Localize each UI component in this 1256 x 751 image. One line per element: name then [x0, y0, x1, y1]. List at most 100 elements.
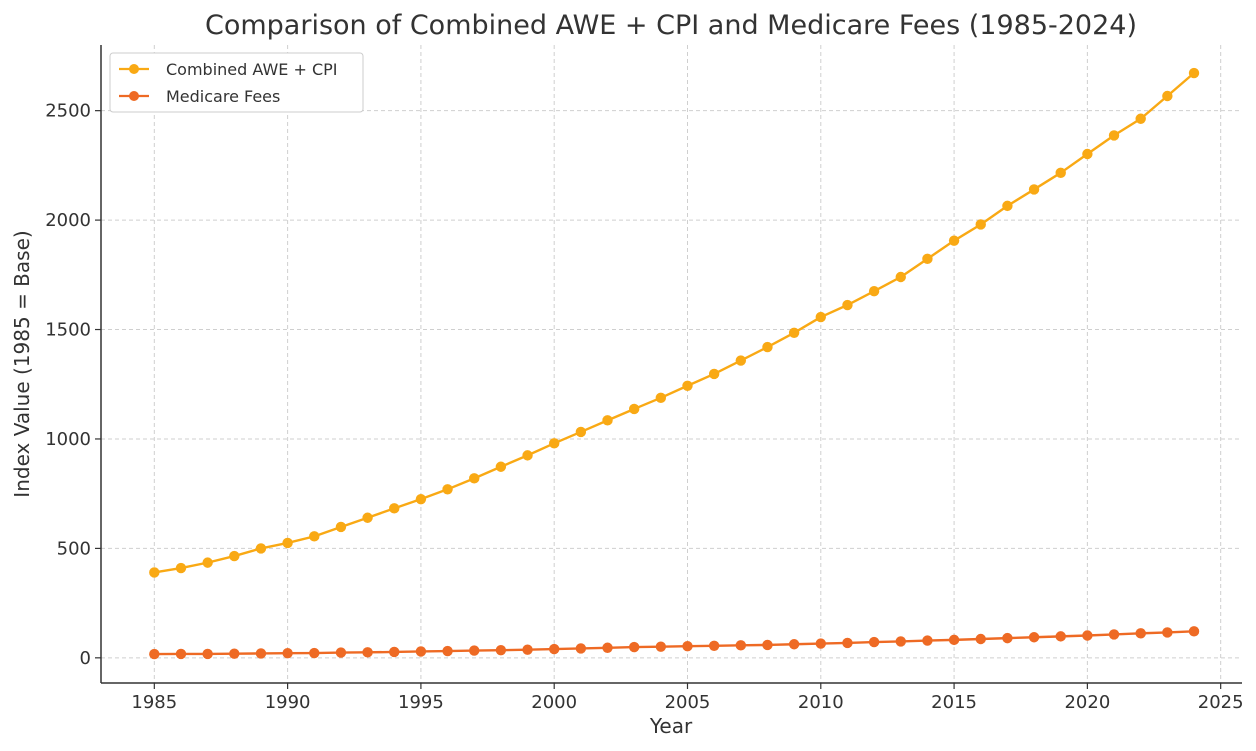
- data-point: [788, 327, 800, 339]
- data-point: [522, 450, 533, 461]
- grid-lines: [101, 45, 1242, 683]
- data-point: [895, 271, 906, 283]
- data-point: [975, 219, 986, 230]
- data-point: [682, 380, 693, 391]
- data-point: [469, 645, 480, 656]
- data-point: [229, 648, 240, 659]
- data-point: [1188, 626, 1200, 637]
- data-point: [1135, 113, 1146, 124]
- x-tick-label: 1990: [265, 692, 311, 713]
- data-point: [335, 521, 347, 533]
- data-point: [415, 493, 427, 505]
- data-point: [628, 641, 640, 653]
- data-point: [975, 633, 986, 645]
- x-tick-label: 2010: [798, 692, 844, 713]
- legend-label-combined: Combined AWE + CPI: [166, 60, 338, 79]
- y-tick-label: 0: [80, 648, 91, 669]
- data-point: [868, 636, 880, 648]
- data-point: [575, 426, 587, 438]
- data-point: [1002, 632, 1013, 644]
- data-point: [1162, 627, 1173, 638]
- data-point: [708, 368, 720, 380]
- data-point: [1055, 631, 1066, 642]
- x-tick-label: 2000: [531, 692, 577, 713]
- data-point: [922, 253, 933, 265]
- series-line-medicare-fees: [154, 630, 1195, 656]
- x-tick-label: 2020: [1064, 692, 1110, 713]
- data-point: [602, 415, 613, 426]
- data-point: [1028, 184, 1040, 195]
- data-point: [549, 643, 560, 655]
- data-point: [1108, 130, 1120, 141]
- axes: [100, 45, 1242, 684]
- data-point: [469, 473, 480, 484]
- data-point: [522, 644, 533, 655]
- x-tick-label: 2025: [1198, 692, 1244, 713]
- legend-box: [109, 52, 364, 113]
- data-point: [1188, 67, 1200, 79]
- data-point: [389, 503, 400, 514]
- x-tick-label: 2015: [931, 692, 977, 713]
- data-point: [202, 557, 213, 568]
- data-point: [1082, 630, 1093, 641]
- y-axis-label: Index Value (1985 = Base): [10, 230, 34, 497]
- data-point: [202, 648, 213, 660]
- data-point: [495, 644, 507, 656]
- data-point: [922, 635, 933, 646]
- data-point: [602, 642, 613, 653]
- data-point: [255, 648, 267, 659]
- y-tick-label: 2500: [45, 101, 91, 122]
- data-point: [1108, 629, 1120, 640]
- data-point: [362, 647, 373, 658]
- data-point: [1002, 200, 1013, 212]
- data-point: [842, 637, 853, 649]
- data-point: [762, 639, 773, 651]
- data-point: [309, 531, 320, 542]
- data-point: [1028, 632, 1040, 643]
- data-point: [255, 543, 267, 554]
- data-point: [815, 638, 826, 649]
- data-point: [1055, 167, 1066, 179]
- y-tick-label: 500: [57, 538, 91, 559]
- x-axis-label: Year: [649, 714, 693, 738]
- data-point: [868, 286, 880, 297]
- data-point: [735, 355, 747, 366]
- data-point: [149, 648, 160, 660]
- data-point: [655, 392, 667, 404]
- tick-labels: 1985 1990 1995 2000 2005 2010 2015 2020 2025 0 500…: [45, 101, 1243, 713]
- y-tick-label: 2000: [45, 210, 91, 231]
- data-point: [1162, 90, 1173, 102]
- data-point: [682, 641, 693, 652]
- data-point: [282, 537, 293, 549]
- data-point: [1135, 628, 1146, 639]
- legend-swatch-marker-0: [129, 64, 139, 74]
- x-tick-label: 1995: [398, 692, 444, 713]
- data-point: [708, 640, 720, 651]
- data-point: [175, 562, 187, 574]
- data-point: [389, 646, 400, 658]
- data-point: [895, 636, 906, 647]
- data-point: [309, 647, 320, 659]
- y-tick-label: 1500: [45, 320, 91, 341]
- data-point: [442, 645, 453, 657]
- x-tick-label: 2005: [665, 692, 711, 713]
- data-point: [628, 403, 640, 415]
- data-point: [415, 646, 427, 657]
- data-point: [175, 648, 187, 660]
- data-point: [735, 640, 747, 651]
- data-point: [442, 484, 453, 495]
- data-point: [229, 550, 240, 562]
- data-point: [655, 641, 667, 652]
- legend-label-medicare: Medicare Fees: [166, 87, 280, 106]
- chart-title: Comparison of Combined AWE + CPI and Med…: [205, 10, 1137, 41]
- data-point: [282, 648, 293, 659]
- data-point: [1082, 148, 1093, 160]
- data-point: [788, 639, 800, 650]
- x-tick-label: 1985: [131, 692, 177, 713]
- legend-swatch-marker-1: [129, 91, 139, 101]
- data-point: [495, 461, 507, 472]
- series-line-combined-awe-cpi: [154, 72, 1195, 574]
- data-point: [815, 311, 826, 323]
- data-point: [575, 643, 587, 654]
